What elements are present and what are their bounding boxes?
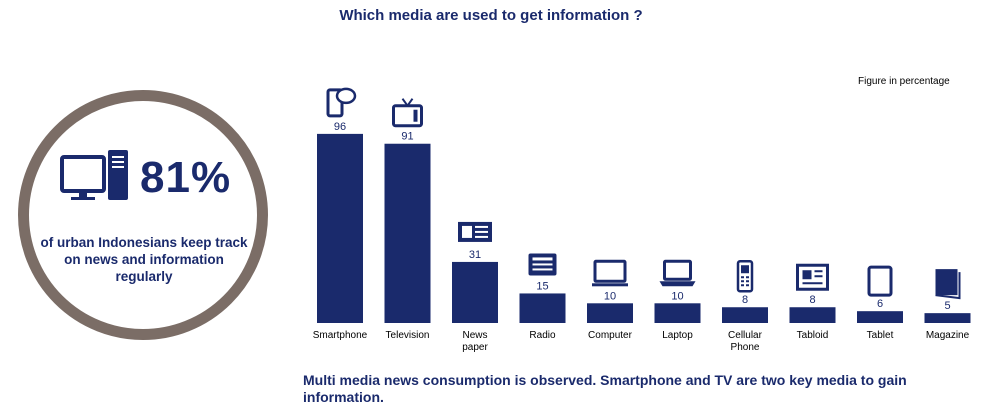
value-label: 6 [877,298,883,310]
value-label: 10 [671,290,683,302]
bar-laptop [654,303,701,323]
highlight-circle [18,90,268,340]
bar-smartphone [317,133,363,323]
cellular-phone-icon [736,259,754,293]
value-label: 8 [742,294,748,306]
category-label: Smartphone [313,330,368,341]
television-icon [392,98,423,128]
bar-computer [587,303,633,323]
bar-tabloid [789,307,836,323]
value-label: 15 [536,280,548,292]
category-label: Television [386,330,430,341]
value-label: 8 [809,294,815,306]
computer-icon [592,259,628,287]
category-label: Computer [588,330,633,341]
laptop-icon [659,259,696,287]
radio-icon [528,253,557,276]
magazine-icon [935,269,961,300]
bar-television [384,143,431,323]
bar-tablet [857,311,903,323]
category-label: Magazine [926,330,970,341]
bar-news-paper [452,261,498,323]
category-label: Tabloid [797,330,829,341]
value-label: 91 [401,131,413,143]
value-label: 31 [469,249,481,261]
category-label: Cellular Phone [728,330,763,353]
smartphone-icon [326,87,357,118]
footer-text: Multi media news consumption is observed… [303,372,907,405]
category-label: Laptop [662,330,693,341]
highlight-text: of urban Indonesians keep track on news … [40,235,248,284]
bar-radio [519,293,566,323]
chart-title: Which media are used to get information … [339,7,643,24]
tabloid-icon [796,263,829,291]
category-label: Radio [529,330,556,341]
tablet-icon [867,265,893,297]
category-label: Tablet [867,330,894,341]
desktop-computer-icon [60,150,128,200]
newspaper-icon [458,221,492,242]
unit-note: Figure in percentage [858,76,950,87]
bar-cellular-phone [722,307,768,323]
highlight-value: 81% [140,153,232,202]
category-label: News paper [462,330,488,353]
value-label: 10 [604,290,616,302]
value-label: 96 [334,121,346,133]
value-label: 5 [944,300,950,312]
bar-magazine [924,313,971,323]
